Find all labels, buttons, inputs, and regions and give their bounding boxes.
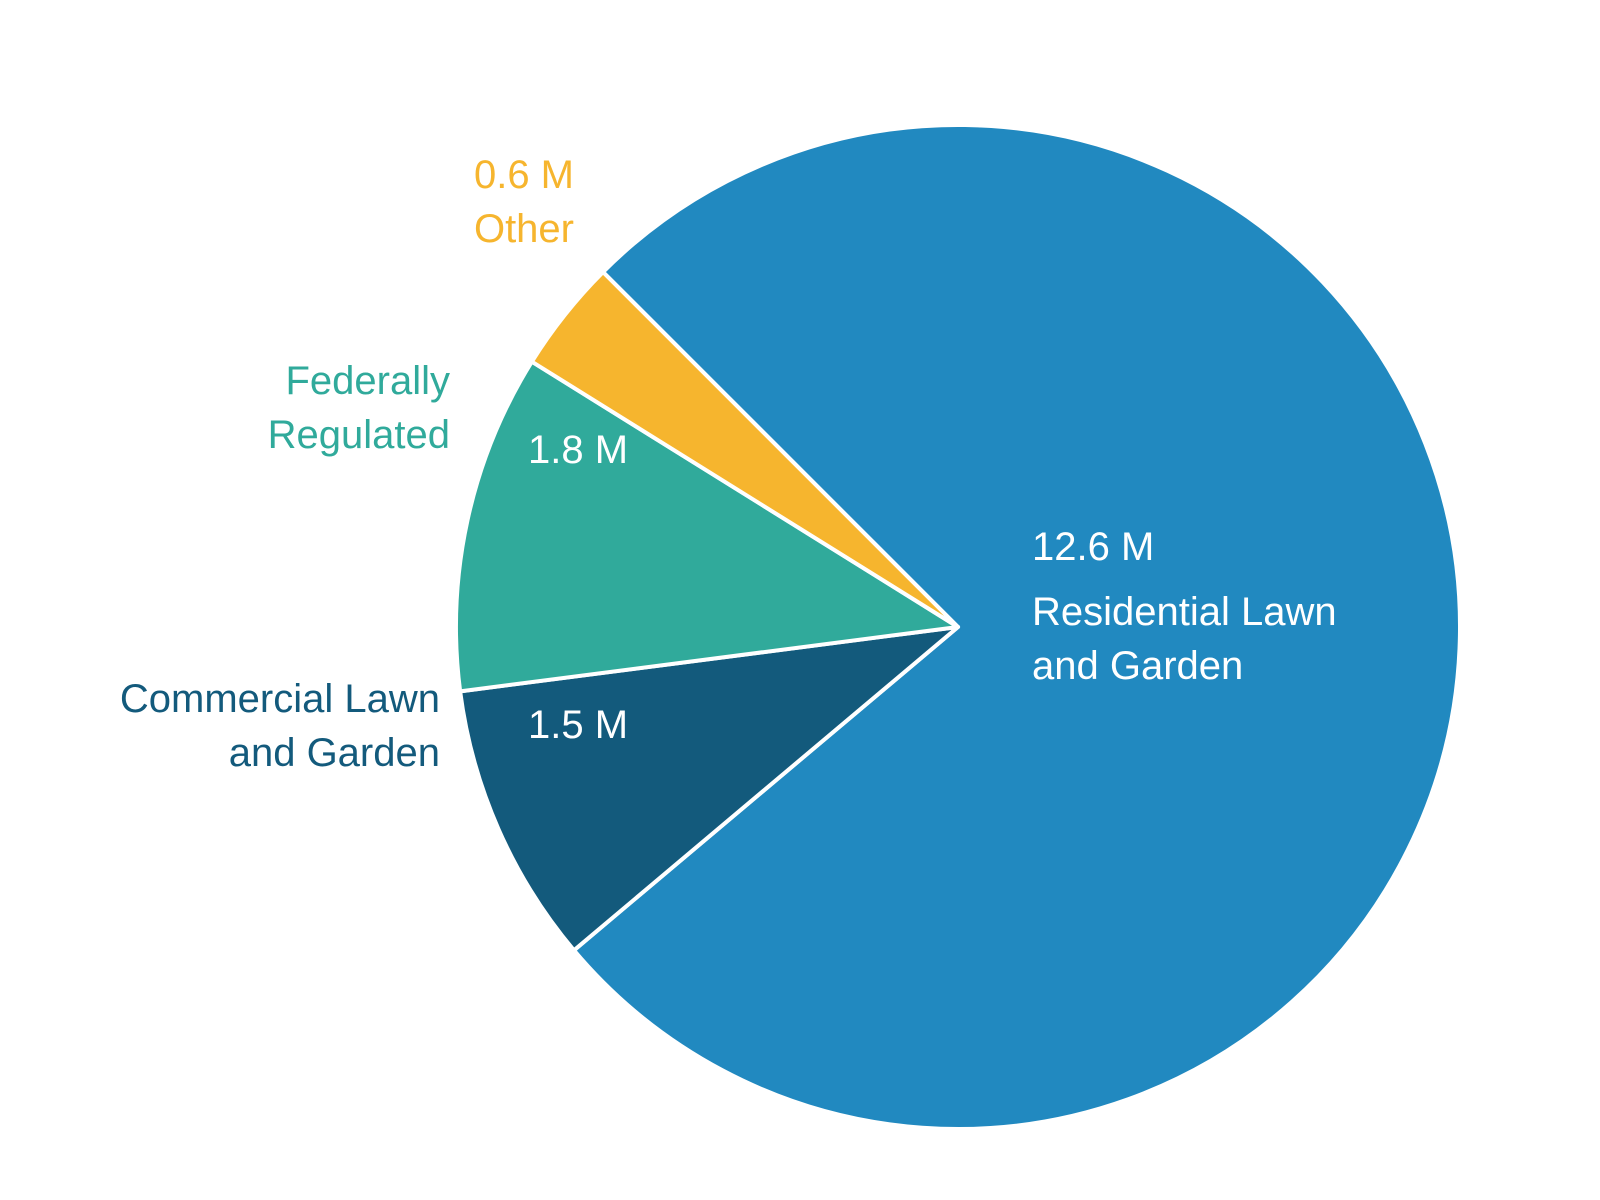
category-label-line: Federally <box>285 359 450 403</box>
category-label-other: Other <box>474 207 574 251</box>
category-label-residential-lawn-and-garden: Residential Lawn and Garden <box>1032 590 1337 688</box>
value-label-federally-regulated: 1.8 M <box>528 428 628 472</box>
pie-slice-residential-lawn-and-garden <box>571 123 1462 1131</box>
category-label-line: and Garden <box>229 731 440 775</box>
labels-layer: 12.6 M Residential Lawn and Garden 1.5 M Com… <box>120 153 1337 775</box>
pie-slice-federally-regulated <box>454 359 960 694</box>
category-label-line: and Garden <box>1032 644 1243 688</box>
value-label-other: 0.6 M <box>474 153 574 197</box>
pie-slice-commercial-lawn-and-garden <box>458 625 960 953</box>
category-label-federally-regulated: Federally Regulated <box>268 359 450 457</box>
value-label-residential-lawn-and-garden: 12.6 M <box>1032 525 1154 569</box>
pie-slice-other <box>529 270 960 629</box>
category-label-line: Commercial Lawn <box>120 677 440 721</box>
category-label-line: Regulated <box>268 413 450 457</box>
value-label-commercial-lawn-and-garden: 1.5 M <box>528 703 628 747</box>
slices-layer <box>454 123 1462 1131</box>
category-label-line: Other <box>474 207 574 251</box>
category-label-line: Residential Lawn <box>1032 590 1337 634</box>
category-label-commercial-lawn-and-garden: Commercial Lawn and Garden <box>120 677 440 775</box>
